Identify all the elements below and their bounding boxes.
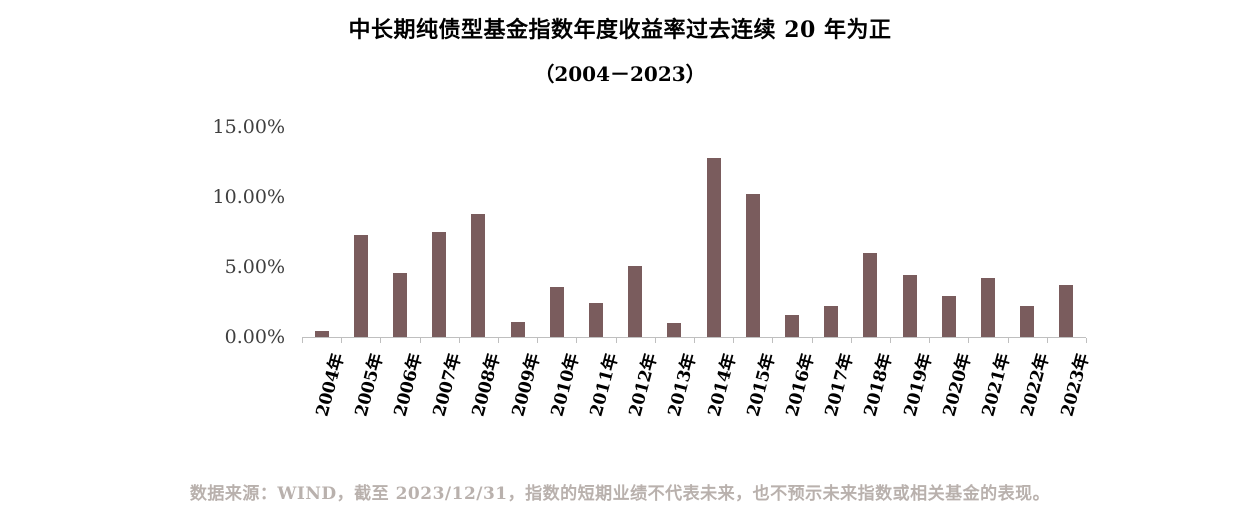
y-tick-label: 10.00% [212,185,285,208]
x-label-slot: 2004年 [302,346,348,451]
x-tickmark [656,338,696,343]
chart-subtitle: （2004－2023） [534,62,706,86]
bar-slot [302,127,341,337]
bar-slot [968,127,1007,337]
bar-slot [498,127,537,337]
bar-2006年 [393,272,407,337]
x-axis-tickmarks [302,338,1088,343]
bar-slot [576,127,615,337]
x-tickmark [969,338,1009,343]
source-note: 数据来源：WIND，截至 2023/12/31，指数的短期业绩不代表未来，也不预… [189,484,1051,504]
bar-slot [380,127,419,337]
bar-2007年 [432,232,447,337]
x-tickmark [930,338,970,343]
bar-2009年 [510,321,525,337]
x-label-slot: 2019年 [890,346,936,451]
bar-slot [851,127,890,337]
x-label-slot: 2014年 [694,346,740,451]
bar-2017年 [824,306,839,337]
x-tickmark [773,338,813,343]
bar-2018年 [863,253,878,337]
bar-2014年 [706,157,721,337]
x-tickmark [577,338,617,343]
bar-2015年 [745,194,760,337]
bar-slot [420,127,459,337]
bar-slot [655,127,694,337]
bar-2016年 [785,314,800,337]
bar-slot [733,127,772,337]
bar-2020年 [941,296,956,337]
x-tickmark [460,338,500,343]
x-label-slot: 2010年 [537,346,583,451]
bar-2010年 [549,286,564,337]
bar-2021年 [981,278,996,337]
bar-slot [341,127,380,337]
x-label-slot: 2007年 [420,346,466,451]
bar-series [302,127,1086,337]
x-label-slot: 2006年 [380,346,427,451]
bar-2019年 [902,275,917,337]
bar-slot [1047,127,1086,337]
x-tickmark [891,338,931,343]
x-tickmark [734,338,774,343]
bar-slot [1008,127,1047,337]
bar-slot [812,127,851,337]
bar-slot [694,127,733,337]
y-tick-label: 5.00% [224,255,285,278]
x-tickmark [695,338,735,343]
x-tickmark [421,338,460,343]
x-label-slot: 2005年 [341,346,387,451]
x-label-slot: 2013年 [655,346,701,451]
x-label-slot: 2016年 [772,346,819,451]
x-label-slot: 2020年 [929,346,975,451]
bar-slot [616,127,655,337]
y-tick-label: 0.00% [224,326,285,348]
x-label-slot: 2012年 [616,346,662,451]
x-label-slot: 2015年 [733,346,779,451]
bar-2005年 [353,234,368,337]
plot-area [302,127,1086,338]
x-tickmark [852,338,892,343]
x-label-slot: 2011年 [576,346,623,451]
x-tickmark [499,338,539,343]
bar-slot [772,127,811,337]
x-tickmark [617,338,656,343]
bar-2023年 [1059,285,1074,337]
bar-2008年 [471,213,486,337]
bar-2012年 [628,265,643,337]
y-tick-label: 15.00% [212,116,285,138]
bar-2013年 [667,323,682,337]
bar-slot [459,127,498,337]
x-tickmark [342,338,382,343]
x-tickmark [1009,338,1048,343]
bar-slot [537,127,576,337]
x-tick-label: 2023年 [1057,351,1093,419]
y-axis-tick-labels: 15.00% 10.00% 5.00% 0.00% [150,116,285,348]
x-label-slot: 2009年 [498,346,544,451]
x-tickmark [1048,338,1088,343]
bar-2004年 [314,331,329,337]
x-label-slot: 2023年 [1047,346,1093,451]
bar-slot [890,127,929,337]
x-label-slot: 2018年 [851,346,897,451]
bar-2011年 [589,303,604,337]
bar-slot [929,127,968,337]
chart-title: 中长期纯债型基金指数年度收益率过去连续 20 年为正 [348,17,892,43]
x-label-slot: 2017年 [812,346,858,451]
x-tickmark [381,338,421,343]
x-label-slot: 2008年 [459,346,505,451]
bar-2022年 [1020,306,1035,337]
x-label-slot: 2022年 [1008,346,1054,451]
x-tickmark [538,338,578,343]
x-axis-tick-labels: 2004年 2005年 2006年 2007年 2008年 2009年 2010年 2011年… [302,346,1093,451]
x-label-slot: 2021年 [968,346,1015,451]
x-tickmark [303,338,343,343]
x-tickmark [813,338,852,343]
